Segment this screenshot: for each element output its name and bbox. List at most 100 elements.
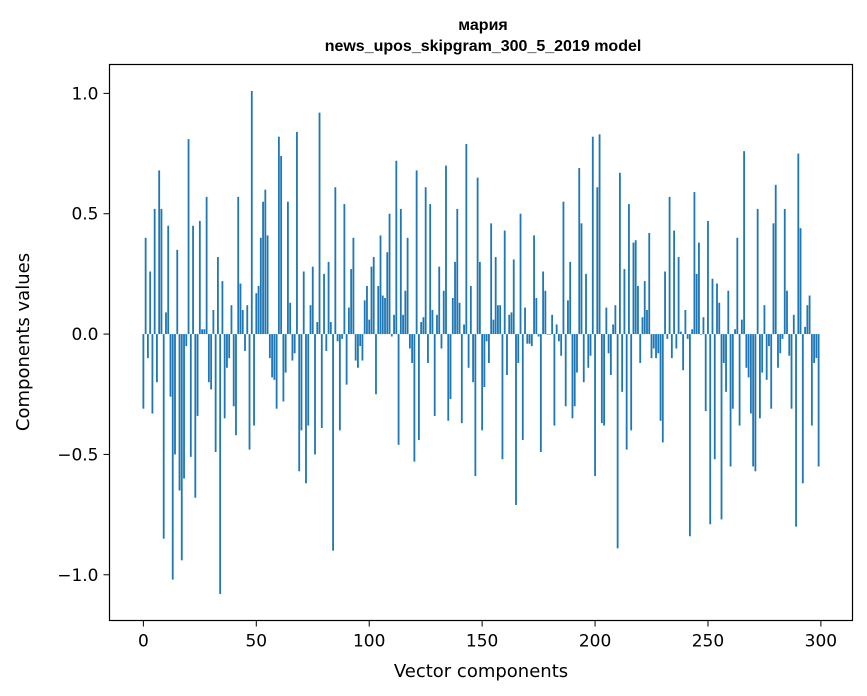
bar bbox=[616, 334, 619, 549]
bar bbox=[298, 334, 301, 472]
bar bbox=[144, 237, 147, 335]
bar bbox=[503, 230, 506, 335]
x-axis-ticks: 0 50 100 150 200 250 300 bbox=[138, 620, 837, 652]
x-tick-label: 200 bbox=[579, 632, 611, 652]
bar bbox=[580, 223, 583, 335]
bar bbox=[691, 329, 694, 335]
bar bbox=[646, 310, 648, 335]
bar bbox=[223, 334, 226, 419]
bar bbox=[474, 334, 477, 477]
bar bbox=[727, 290, 730, 335]
bar bbox=[783, 208, 786, 335]
bar bbox=[546, 334, 549, 335]
bar bbox=[521, 334, 524, 440]
bar bbox=[440, 334, 443, 349]
bar bbox=[305, 334, 307, 484]
bar bbox=[338, 334, 341, 431]
y-axis-ticks: −1.0 −0.5 0.0 0.5 1.0 bbox=[57, 84, 110, 586]
bar bbox=[366, 285, 368, 335]
bar bbox=[176, 249, 179, 335]
bar bbox=[178, 334, 181, 491]
bar bbox=[655, 334, 657, 359]
bar bbox=[250, 90, 253, 335]
bar bbox=[165, 312, 167, 335]
bar bbox=[390, 334, 393, 337]
bar bbox=[682, 334, 685, 371]
bar bbox=[235, 334, 237, 436]
bar bbox=[524, 307, 526, 335]
bar bbox=[237, 196, 240, 335]
bar bbox=[424, 187, 427, 335]
bar bbox=[768, 334, 770, 347]
bar bbox=[485, 334, 488, 342]
bar bbox=[169, 334, 172, 397]
bar bbox=[228, 334, 231, 359]
x-axis-label: Vector components bbox=[394, 661, 568, 682]
bar bbox=[469, 285, 472, 335]
bar bbox=[770, 334, 773, 409]
bar bbox=[397, 334, 400, 445]
bar bbox=[192, 225, 194, 335]
bar bbox=[420, 322, 423, 335]
bar bbox=[207, 334, 210, 383]
bar bbox=[205, 196, 208, 335]
bar bbox=[569, 261, 572, 335]
bar bbox=[634, 240, 637, 335]
bar bbox=[264, 189, 267, 335]
bar bbox=[329, 322, 332, 335]
bar bbox=[232, 334, 235, 407]
bar bbox=[402, 314, 404, 335]
bar bbox=[743, 151, 746, 335]
bar bbox=[661, 334, 664, 443]
bar bbox=[438, 266, 441, 335]
bar bbox=[528, 334, 531, 344]
bar bbox=[214, 334, 217, 453]
bar bbox=[508, 314, 511, 335]
bar bbox=[393, 314, 395, 335]
bar bbox=[296, 131, 298, 335]
bar bbox=[277, 136, 280, 335]
bar bbox=[359, 334, 362, 347]
bar bbox=[454, 261, 456, 335]
bar bbox=[537, 334, 540, 337]
bar bbox=[675, 334, 678, 349]
bar bbox=[754, 334, 757, 472]
bar bbox=[257, 285, 260, 335]
bar bbox=[156, 334, 158, 383]
bar bbox=[417, 334, 420, 440]
bar bbox=[275, 334, 278, 409]
bar bbox=[688, 334, 691, 537]
bar bbox=[345, 334, 348, 385]
bar bbox=[386, 252, 389, 335]
bar bbox=[763, 305, 766, 335]
bar bbox=[594, 334, 596, 477]
bar bbox=[307, 334, 310, 426]
bar bbox=[327, 261, 330, 335]
bar bbox=[756, 208, 759, 335]
bar bbox=[704, 334, 707, 412]
bar bbox=[302, 271, 305, 335]
bar bbox=[587, 334, 590, 368]
bar bbox=[707, 220, 709, 335]
bar bbox=[323, 273, 325, 335]
y-tick-label: 1.0 bbox=[71, 84, 98, 104]
bar bbox=[381, 295, 384, 335]
bar bbox=[519, 213, 522, 335]
bar bbox=[309, 305, 312, 335]
bar bbox=[716, 283, 718, 335]
bar bbox=[171, 334, 174, 580]
bar bbox=[284, 334, 287, 373]
bar bbox=[226, 334, 228, 368]
bar bbox=[488, 334, 490, 363]
bar bbox=[413, 334, 416, 462]
bar bbox=[253, 334, 255, 426]
x-tick-label: 100 bbox=[353, 632, 385, 652]
bar bbox=[151, 334, 154, 414]
x-tick-label: 300 bbox=[805, 632, 837, 652]
bar bbox=[774, 184, 777, 335]
bar bbox=[388, 213, 391, 335]
bar bbox=[408, 334, 411, 349]
bar bbox=[548, 334, 551, 335]
bar bbox=[686, 334, 689, 339]
